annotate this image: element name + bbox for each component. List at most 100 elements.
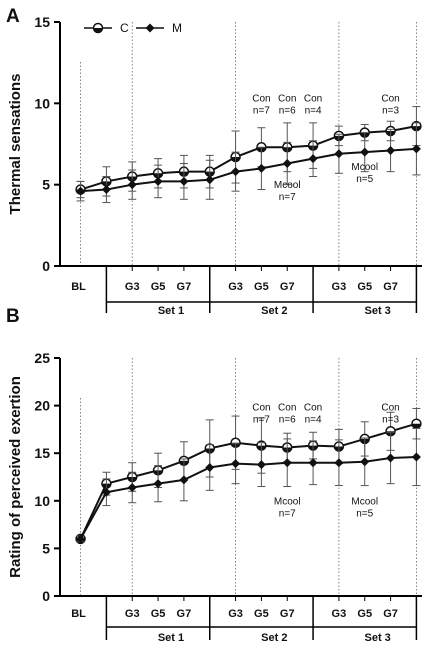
- y-tick-label: 15: [34, 445, 50, 461]
- annotation-n: n=5: [356, 174, 373, 185]
- annotation-n: n=3: [382, 106, 399, 117]
- x-tick-label: G3: [332, 608, 347, 620]
- annotation: Con: [381, 94, 399, 105]
- annotation-n: n=3: [382, 414, 399, 425]
- x-tick-label: G5: [151, 608, 166, 620]
- annotation: Con: [252, 402, 270, 413]
- data-point-m: [76, 186, 86, 196]
- annotation-n: n=7: [279, 509, 296, 520]
- series-m: [76, 427, 421, 544]
- y-tick-label: 10: [34, 95, 50, 111]
- legend-marker-m: [145, 23, 155, 33]
- chart-panel-a: A Thermal sensations 0 5 10 15 BL G3 G5 G7 G3 G5 G7 G…: [6, 6, 422, 317]
- x-tick-label: G7: [383, 281, 398, 293]
- x-tick-label: G7: [280, 608, 295, 620]
- data-point-m: [127, 482, 137, 492]
- data-point-m: [231, 459, 241, 469]
- set-group-label: Set 3: [365, 305, 391, 317]
- annotation: Con: [304, 402, 322, 413]
- annotation-n: n=4: [305, 414, 322, 425]
- set-group-label: Set 2: [261, 305, 287, 317]
- series-m: [76, 122, 421, 204]
- data-point-m: [179, 475, 189, 485]
- x-tick-label: G5: [357, 608, 372, 620]
- x-tick-label: G5: [254, 281, 269, 293]
- y-tick-label: 0: [42, 258, 50, 274]
- x-tick-label: BL: [71, 281, 86, 293]
- data-point-m: [127, 180, 137, 190]
- annotation-n: n=5: [356, 509, 373, 520]
- x-tick-label: G3: [228, 608, 243, 620]
- data-point-m: [334, 149, 344, 159]
- x-tick-label: G3: [125, 608, 140, 620]
- x-tick-label: G5: [254, 608, 269, 620]
- data-point-m: [205, 462, 215, 472]
- annotation-n: n=4: [305, 106, 322, 117]
- annotation: Mcool: [351, 162, 378, 173]
- chart-panel-b: B Rating of perceived exertion 0 5 10 15 20 25 B…: [6, 306, 422, 644]
- data-point-m: [256, 163, 266, 173]
- data-point-m: [282, 159, 292, 169]
- data-point-m: [205, 175, 215, 185]
- data-point-m: [153, 176, 163, 186]
- x-tick-label: G3: [332, 281, 347, 293]
- data-point-m: [282, 458, 292, 468]
- panel-letter: A: [6, 6, 20, 27]
- data-point-c-fill: [411, 423, 421, 429]
- x-tick-label: G7: [177, 608, 192, 620]
- annotation-n: n=6: [279, 106, 296, 117]
- data-point-m: [360, 147, 370, 157]
- data-point-m: [179, 176, 189, 186]
- x-tick-label: G7: [280, 281, 295, 293]
- y-tick-label: 20: [34, 398, 50, 414]
- legend-label-m: M: [172, 21, 182, 35]
- x-tick-label: G5: [357, 281, 372, 293]
- data-point-m: [334, 458, 344, 468]
- data-point-m: [101, 487, 111, 497]
- series-line: [80, 147, 417, 193]
- data-point-m: [256, 460, 266, 470]
- annotation-n: n=7: [279, 192, 296, 203]
- x-tick-label: G5: [151, 281, 166, 293]
- annotation: Con: [304, 94, 322, 105]
- data-point-m: [101, 185, 111, 195]
- data-point-m: [411, 144, 421, 154]
- legend-marker-c-fill: [93, 28, 103, 33]
- legend-label-c: C: [120, 21, 129, 35]
- x-tick-label: G7: [177, 281, 192, 293]
- y-tick-label: 0: [42, 588, 50, 604]
- annotation: Mcool: [274, 497, 301, 508]
- annotation-n: n=6: [279, 414, 296, 425]
- x-tick-label: G3: [125, 281, 140, 293]
- annotation: Con: [278, 402, 296, 413]
- data-point-m: [231, 167, 241, 177]
- data-point-m: [386, 453, 396, 463]
- data-point-m: [153, 479, 163, 489]
- data-point-m: [360, 457, 370, 467]
- annotation: Con: [278, 94, 296, 105]
- x-tick-label: G7: [383, 608, 398, 620]
- data-point-m: [76, 534, 86, 544]
- annotation-n: n=7: [253, 414, 270, 425]
- annotation: Mcool: [274, 180, 301, 191]
- data-point-m: [308, 458, 318, 468]
- data-point-m: [308, 154, 318, 164]
- y-tick-label: 5: [42, 540, 50, 556]
- y-axis-label: Rating of perceived exertion: [7, 376, 24, 578]
- set-group-label: Set 1: [158, 305, 184, 317]
- annotation: Con: [381, 402, 399, 413]
- y-tick-label: 5: [42, 177, 50, 193]
- data-point-m: [411, 452, 421, 462]
- x-tick-label: BL: [71, 608, 86, 620]
- y-tick-label: 10: [34, 493, 50, 509]
- annotation: Con: [252, 94, 270, 105]
- annotation: Mcool: [351, 497, 378, 508]
- set-group-label: Set 3: [365, 632, 391, 644]
- y-tick-label: 15: [34, 14, 50, 30]
- set-group-label: Set 1: [158, 632, 184, 644]
- y-axis-label: Thermal sensations: [7, 74, 24, 215]
- annotation-n: n=7: [253, 106, 270, 117]
- panel-letter: B: [6, 306, 20, 327]
